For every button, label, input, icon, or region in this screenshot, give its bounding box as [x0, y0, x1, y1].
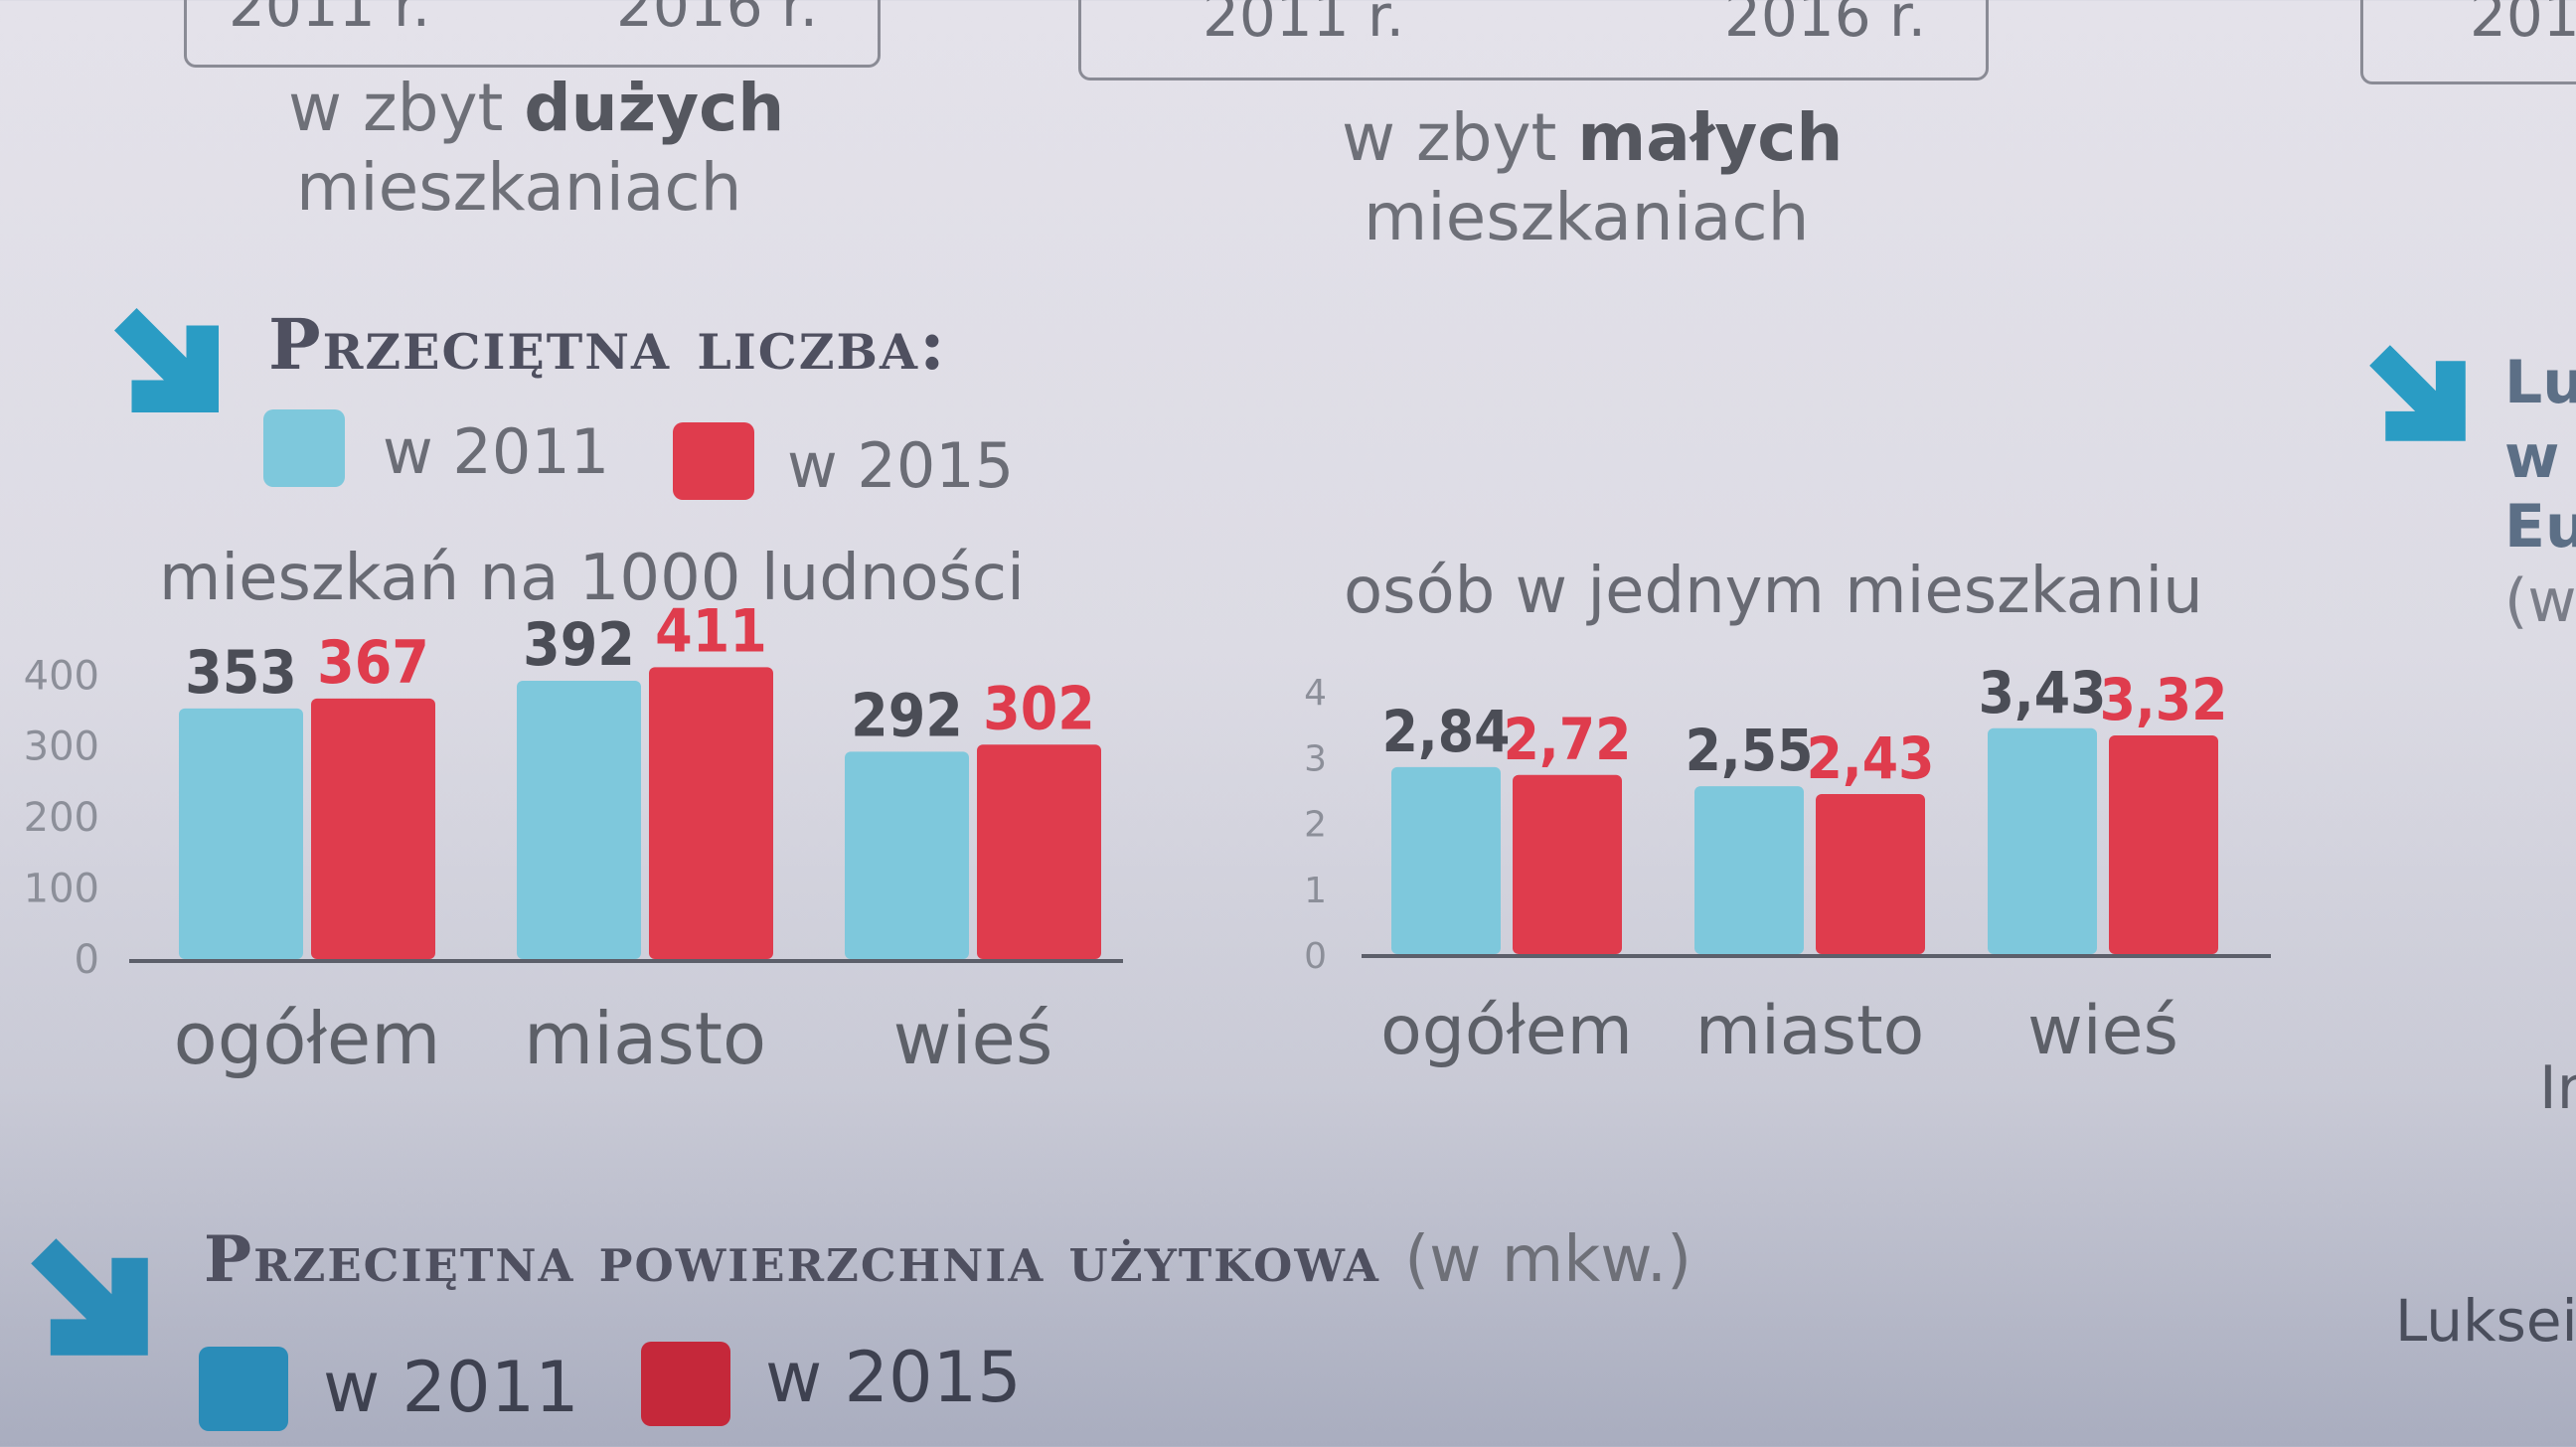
bar — [1694, 786, 1804, 954]
year-bracket-1 — [184, 0, 881, 68]
data-label: 2,84 — [1382, 698, 1511, 765]
category-label: wieś — [893, 997, 1053, 1080]
arrow-down-right-icon — [31, 1238, 148, 1356]
right-partial-text: Ir — [2539, 1053, 2576, 1123]
category-label: ogółem — [174, 997, 441, 1080]
data-label: 353 — [185, 638, 297, 708]
data-label: 3,32 — [2100, 666, 2228, 733]
legend-swatch-2015 — [673, 422, 754, 500]
bar — [1513, 774, 1622, 954]
data-label: 3,43 — [1979, 659, 2107, 726]
legend-label-2015: w 2015 — [787, 429, 1015, 502]
legend-label-2015: w 2015 — [765, 1337, 1022, 1418]
chart2-title: osób w jednym mieszkaniu — [1344, 555, 2203, 628]
category-label: miasto — [524, 997, 766, 1080]
category-label: wieś — [2027, 992, 2178, 1070]
bracket-year-start: 2011 r. — [1203, 0, 1404, 50]
legend-swatch-2011 — [199, 1347, 288, 1431]
bracket-year-start: 2011 r. — [229, 0, 430, 40]
legend-swatch-2011 — [263, 409, 345, 487]
y-tick-label: 2 — [1304, 805, 1327, 846]
data-label: 392 — [523, 610, 635, 680]
bar — [1391, 766, 1501, 954]
description-prefix: w zbyt — [288, 70, 525, 146]
bar — [311, 698, 435, 959]
section-title-average-area: Przeciętna powierzchnia użytkowa (w mkw.… — [204, 1222, 1691, 1297]
bar — [517, 681, 641, 959]
data-label: 411 — [655, 596, 767, 666]
bracket-year-end: 2016 r. — [616, 0, 818, 40]
description-large-line2: mieszkaniach — [296, 149, 742, 226]
legend-label-2011: w 2011 — [383, 415, 610, 488]
year-bracket-3 — [2360, 0, 2576, 84]
y-tick-label: 300 — [24, 724, 99, 770]
category-label: ogółem — [1380, 992, 1633, 1070]
bar — [649, 667, 773, 959]
description-bold: dużych — [524, 70, 785, 146]
y-tick-label: 0 — [75, 937, 99, 983]
section-title-unit: (w mkw.) — [1404, 1223, 1692, 1297]
arrow-down-right-icon — [114, 308, 219, 412]
data-label: 302 — [983, 674, 1095, 743]
bracket-year-end: 2016 r. — [1724, 0, 1926, 50]
legend-label-2011: w 2011 — [323, 1347, 579, 1428]
data-label: 2,72 — [1504, 706, 1632, 773]
description-small-line2: mieszkaniach — [1364, 179, 1810, 255]
right-partial-text: w — [2504, 422, 2560, 492]
y-tick-label: 200 — [24, 795, 99, 841]
chart1-title: mieszkań na 1000 ludności — [159, 542, 1025, 615]
bar — [977, 744, 1101, 959]
bar — [2109, 735, 2218, 954]
section-title-average-count: Przeciętna liczba: — [268, 303, 947, 386]
legend-swatch-2015 — [641, 1342, 730, 1426]
right-partial-text: Lu — [2504, 348, 2576, 417]
data-label: 2,55 — [1686, 717, 1814, 784]
description-large: w zbyt dużych — [288, 70, 784, 146]
right-partial-text: Eu — [2504, 492, 2576, 562]
category-label: miasto — [1695, 992, 1925, 1070]
y-tick-label: 0 — [1304, 936, 1327, 977]
data-label: 367 — [317, 628, 429, 698]
right-partial-text: Luksei — [2395, 1287, 2576, 1355]
year-bracket-2 — [1078, 0, 1989, 80]
bar — [179, 708, 303, 959]
section-title-text: Przeciętna powierzchnia użytkowa — [204, 1222, 1380, 1297]
description-prefix: w zbyt — [1342, 99, 1578, 176]
y-tick-label: 1 — [1304, 871, 1327, 911]
data-label: 292 — [851, 681, 963, 750]
y-tick-label: 4 — [1304, 673, 1327, 714]
bar — [1816, 794, 1925, 954]
right-partial-text: (w — [2504, 566, 2576, 636]
data-label: 2,43 — [1807, 724, 1935, 792]
description-small: w zbyt małych — [1342, 99, 1843, 176]
bar — [1988, 727, 2097, 954]
arrow-down-right-icon — [2369, 345, 2466, 441]
y-tick-label: 3 — [1304, 738, 1327, 779]
y-tick-label: 100 — [24, 867, 99, 912]
bracket-year-start: 201 — [2470, 0, 2576, 50]
description-bold: małych — [1577, 99, 1844, 176]
y-tick-label: 400 — [24, 653, 99, 699]
bar — [845, 751, 969, 959]
